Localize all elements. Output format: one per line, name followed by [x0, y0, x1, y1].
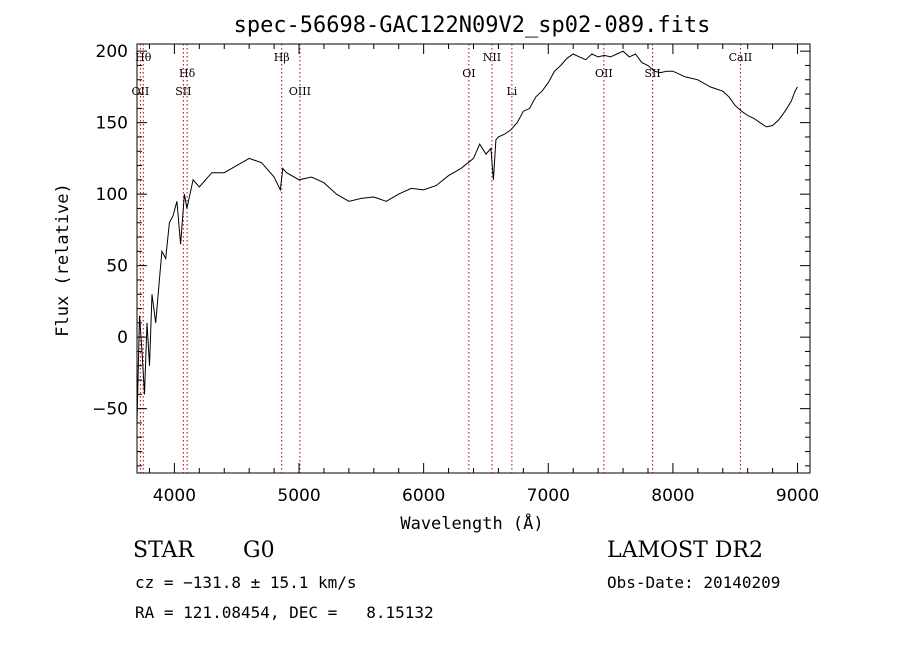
spectral-subclass: G0	[243, 538, 275, 563]
x-tick-label-3: 7000	[527, 486, 570, 506]
marker-label-1: OII	[132, 85, 150, 98]
y-axis-label: Flux (relative)	[53, 183, 73, 337]
marker-label-7: NII	[483, 51, 501, 64]
survey-name: LAMOST DR2	[607, 538, 763, 563]
x-tick-label-4: 8000	[651, 486, 694, 506]
ra-dec-coordinates: RA = 121.08454, DEC = 8.15132	[135, 603, 434, 622]
marker-label-9: OII	[595, 67, 613, 80]
y-tick-label-1: 0	[117, 328, 128, 348]
marker-label-0: Hθ	[135, 51, 152, 64]
marker-label-10: SII	[644, 67, 660, 80]
marker-label-11: CaII	[729, 51, 753, 64]
x-tick-label-5: 9000	[776, 486, 819, 506]
x-axis-label: Wavelength (Å)	[400, 512, 543, 534]
marker-label-3: SII	[175, 85, 191, 98]
y-tick-label-4: 150	[96, 114, 128, 134]
marker-label-5: OIII	[289, 85, 311, 98]
object-class: STAR	[133, 538, 194, 563]
x-tick-label-0: 4000	[153, 486, 196, 506]
y-tick-label-3: 100	[96, 185, 128, 205]
marker-label-6: OI	[462, 67, 475, 80]
chart-title: spec-56698-GAC122N09V2_sp02-089.fits	[234, 13, 711, 38]
x-tick-label-2: 6000	[402, 486, 445, 506]
redshift-cz: cz = −131.8 ± 15.1 km/s	[135, 573, 357, 592]
y-tick-label-0: −50	[92, 400, 128, 420]
y-tick-label-5: 200	[96, 42, 128, 62]
y-tick-label-2: 50	[106, 257, 128, 277]
plot-frame	[136, 43, 811, 474]
marker-label-4: Hβ	[274, 51, 290, 64]
marker-label-8: Li	[506, 85, 517, 98]
spectral-line-markers: Hθ OII Hδ SII Hβ OIII OI NII Li OII SII CaII	[132, 44, 753, 473]
axis-ticks: 4000 5000 6000 7000 8000 9000 −50 0 50 100 150 200	[92, 42, 819, 506]
spectrum-series-line	[136, 50, 798, 423]
observation-date: Obs-Date: 20140209	[607, 573, 781, 592]
marker-label-2: Hδ	[179, 67, 196, 80]
x-tick-label-1: 5000	[277, 486, 320, 506]
